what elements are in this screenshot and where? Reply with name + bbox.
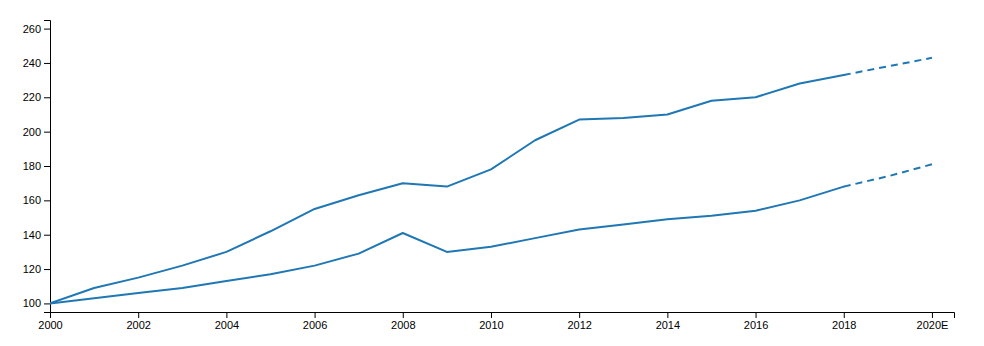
tick: 100 [23,297,50,309]
tick-label: 2004 [215,319,239,331]
tick-label: 2010 [479,319,503,331]
tick-label: 2002 [126,319,150,331]
line [844,164,932,186]
y-axis: 100 120 140 160 180 200 220 240 260 [23,21,51,313]
tick-label: 260 [23,23,41,35]
tick: 2004 [215,312,239,331]
tick-mark [44,200,50,201]
tick-mark [315,312,316,318]
tick-mark [403,312,404,318]
tick-mark [44,166,50,167]
tick: 200 [23,126,50,138]
tick-label: 2018 [832,319,856,331]
tick: 120 [23,263,50,275]
axis-line [51,313,955,319]
tick: 240 [23,57,50,69]
tick: 2018 [832,312,856,331]
tick: 2014 [656,312,680,331]
tick-mark [579,312,580,318]
tick-label: 2014 [656,319,680,331]
tick-label: 160 [23,194,41,206]
tick: 2010 [479,312,503,331]
axis-line [44,21,51,313]
tick: 2006 [303,312,327,331]
tick-label: 100 [23,297,41,309]
tick: 2016 [744,312,768,331]
tick-mark [932,312,933,318]
tick-mark [491,312,492,318]
tick-mark [667,312,668,318]
tick: 260 [23,23,50,35]
tick: 2002 [126,312,150,331]
tick-label: 2000 [38,319,62,331]
tick-label: 2006 [303,319,327,331]
tick-mark [844,312,845,318]
tick-mark [44,269,50,270]
tick-mark [44,132,50,133]
tick-label: 140 [23,229,41,241]
tick-label: 2008 [391,319,415,331]
tick-mark [756,312,757,318]
tick-label: 220 [23,91,41,103]
x-axis: 2000 2002 2004 2006 2008 2010 2012 2014 2016 2018… [38,312,954,331]
chart: 2000 2002 2004 2006 2008 2010 2012 2014 2016 2018… [0,0,984,346]
tick-label: 180 [23,160,41,172]
tick: 2000 [38,312,62,331]
tick: 2020E [917,312,949,331]
line [50,187,844,304]
line [50,75,844,303]
tick: 2012 [567,312,591,331]
tick-label: 2012 [567,319,591,331]
tick-label: 120 [23,263,41,275]
tick-label: 2016 [744,319,768,331]
tick: 220 [23,91,50,103]
tick-mark [44,97,50,98]
tick-mark [44,29,50,30]
plot-area [50,58,932,304]
tick: 140 [23,229,50,241]
tick: 160 [23,194,50,206]
tick-label: 2020E [917,319,949,331]
tick-mark [44,235,50,236]
tick: 180 [23,160,50,172]
tick-mark [44,63,50,64]
tick-label: 240 [23,57,41,69]
tick-label: 200 [23,126,41,138]
tick-mark [44,303,50,304]
line [844,58,932,75]
tick-mark [226,312,227,318]
tick: 2008 [391,312,415,331]
tick-mark [138,312,139,318]
